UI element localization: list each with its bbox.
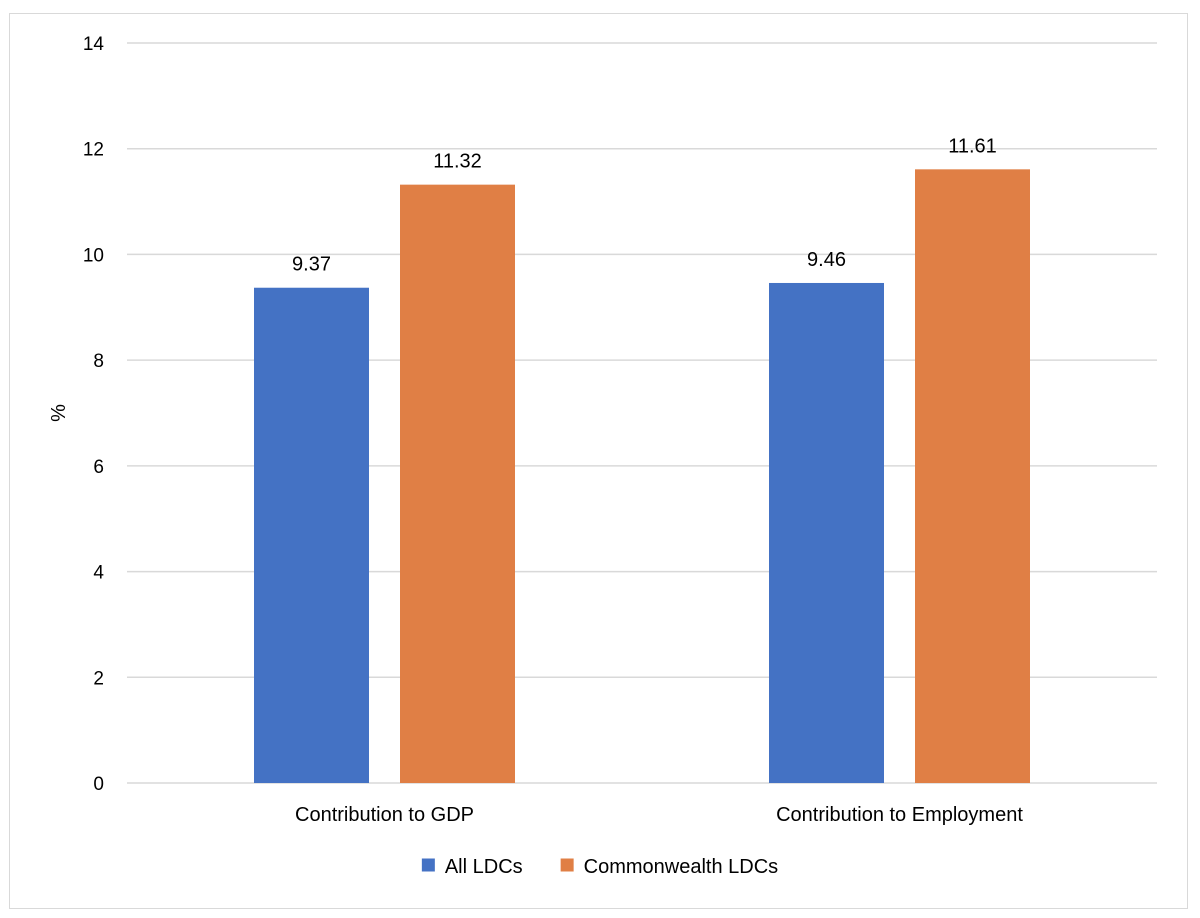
x-category-label: Contribution to Employment (776, 804, 1023, 826)
y-tick-label: 12 (83, 140, 104, 161)
y-tick-label: 6 (93, 457, 104, 478)
data-label: 9.37 (292, 254, 331, 276)
legend-swatch (421, 858, 435, 872)
y-tick-label: 14 (83, 34, 105, 55)
y-axis-title: % (48, 404, 70, 422)
legend-swatch (560, 858, 574, 872)
data-label: 9.46 (807, 249, 846, 271)
y-tick-label: 2 (93, 668, 104, 689)
y-tick-label: 4 (93, 563, 104, 584)
x-category-label: Contribution to GDP (295, 804, 474, 826)
x-axis-categories: Contribution to GDP Contribution to Emplo… (295, 804, 1023, 826)
bar-all-ldcs-1 (254, 287, 369, 783)
y-tick-label: 0 (93, 774, 104, 795)
legend: All LDCs Commonwealth LDCs (421, 856, 779, 878)
legend-label: All LDCs (445, 856, 523, 878)
y-tick-label: 10 (83, 245, 104, 266)
bars (254, 169, 1030, 784)
y-axis-ticks: 0 2 4 6 8 10 12 14 (83, 34, 105, 795)
data-label: 11.61 (948, 135, 997, 157)
bar-all-ldcs-2 (769, 282, 884, 783)
data-label: 11.32 (433, 151, 482, 173)
bar-commonwealth-ldcs-2 (915, 169, 1030, 784)
bar-commonwealth-ldcs-1 (400, 184, 515, 783)
y-tick-label: 8 (93, 351, 104, 372)
legend-label: Commonwealth LDCs (584, 856, 779, 878)
data-labels: 9.37 11.32 9.46 11.61 (292, 135, 997, 275)
